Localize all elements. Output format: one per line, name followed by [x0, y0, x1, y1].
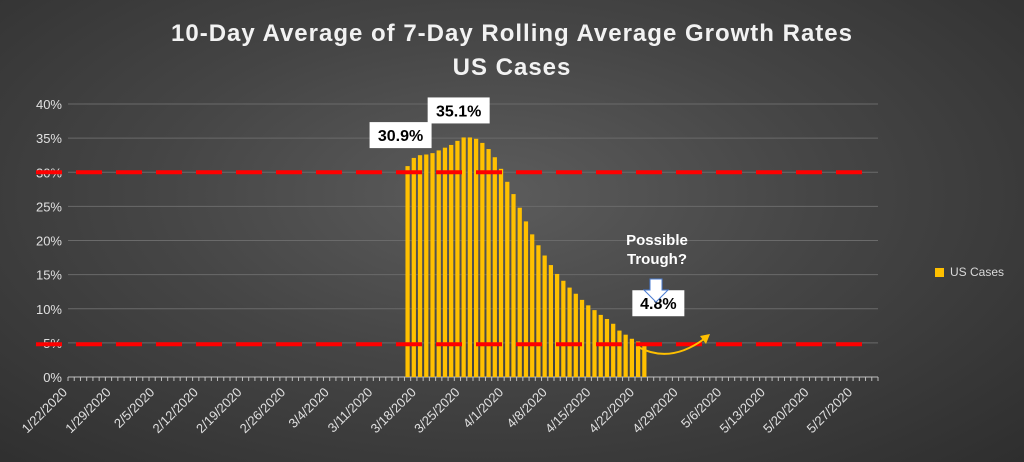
trough-label: Possible Trough? — [626, 232, 688, 268]
annotation-label: 30.9% — [378, 128, 423, 145]
x-tick-label: 4/15/2020 — [542, 385, 594, 437]
x-tick-label: 2/12/2020 — [149, 385, 201, 437]
x-tick-label: 3/18/2020 — [368, 385, 420, 437]
bar — [455, 140, 460, 377]
y-tick-label: 40% — [36, 97, 62, 112]
bar — [617, 330, 622, 377]
bar — [442, 147, 448, 377]
x-tick-label: 2/26/2020 — [237, 385, 289, 437]
y-tick-label: 35% — [36, 131, 62, 146]
bar — [611, 323, 616, 377]
annotation-box — [369, 122, 432, 149]
x-tick-label: 3/25/2020 — [411, 385, 463, 437]
x-tick-label: 3/11/2020 — [325, 385, 376, 436]
trend-curve — [637, 338, 705, 355]
x-tick-label: 4/22/2020 — [586, 385, 638, 437]
bar — [536, 245, 541, 377]
bar — [424, 154, 429, 377]
x-tick-label: 4/29/2020 — [629, 385, 681, 437]
bar — [480, 142, 485, 377]
legend-swatch — [935, 267, 944, 277]
x-tick-label: 1/22/2020 — [19, 385, 71, 437]
down-arrow-icon — [642, 278, 670, 303]
trend-arrowhead-icon — [700, 334, 710, 344]
annotation-label: 4.8% — [640, 296, 676, 313]
bar — [473, 138, 479, 377]
legend: US Cases — [935, 265, 1004, 279]
bar — [449, 144, 454, 377]
bar — [629, 338, 635, 377]
legend-label: US Cases — [950, 265, 1005, 279]
x-tick-label: 5/13/2020 — [716, 385, 768, 437]
bar — [642, 344, 647, 377]
bar — [436, 150, 441, 377]
bar — [561, 280, 566, 377]
bar — [505, 181, 510, 377]
bar — [573, 293, 578, 377]
bar — [592, 310, 597, 377]
bar — [542, 255, 547, 377]
bar — [579, 299, 585, 377]
annotation-label: 35.1% — [436, 103, 481, 120]
bar — [548, 265, 554, 377]
bar — [411, 157, 416, 377]
bar — [430, 153, 435, 377]
bar — [523, 221, 529, 377]
x-tick-label: 2/19/2020 — [193, 385, 245, 437]
y-tick-label: 10% — [36, 302, 62, 317]
bar — [461, 137, 466, 377]
bar — [467, 137, 473, 377]
bar — [586, 305, 591, 377]
x-tick-label: 5/20/2020 — [760, 385, 812, 437]
bar — [530, 234, 535, 377]
x-tick-label: 4/1/2020 — [460, 385, 506, 431]
bar — [486, 149, 491, 377]
bar — [604, 318, 610, 377]
y-tick-label: 15% — [36, 268, 62, 283]
y-tick-label: 25% — [36, 199, 62, 214]
chart-title: 10-Day Average of 7-Day Rolling Average … — [171, 20, 853, 47]
bar — [554, 273, 560, 377]
y-tick-label: 20% — [36, 234, 62, 249]
bar — [417, 155, 423, 377]
bar — [498, 168, 504, 377]
bar — [517, 207, 522, 377]
bar — [511, 194, 516, 377]
bar — [567, 287, 572, 377]
x-tick-label: 1/29/2020 — [62, 385, 114, 437]
chart-subtitle: US Cases — [452, 54, 572, 81]
annotation-box — [427, 97, 490, 124]
bar — [623, 334, 628, 377]
bar — [405, 166, 410, 377]
y-tick-label: 0% — [43, 370, 62, 385]
bar — [492, 157, 497, 377]
x-tick-label: 5/27/2020 — [804, 385, 856, 437]
bar — [635, 341, 641, 377]
